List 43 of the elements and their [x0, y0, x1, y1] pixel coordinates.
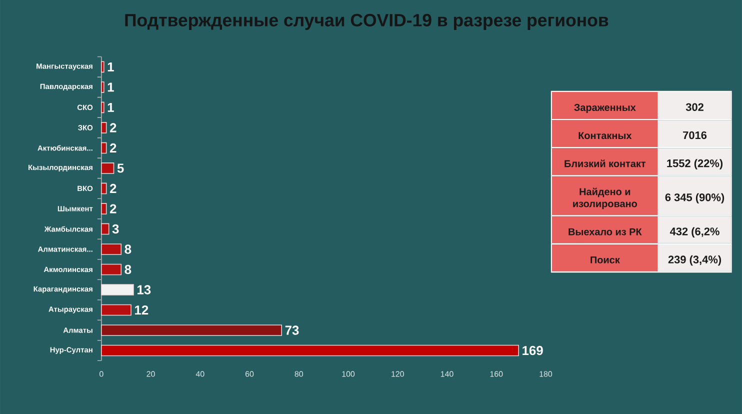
text: 432 (6,2%: [670, 227, 720, 238]
text: Близкий контакт: [564, 159, 646, 167]
data-label: 169: [522, 346, 543, 355]
text: 239 (3,4%): [668, 255, 722, 266]
bar: [101, 344, 519, 356]
text: Зараженных: [574, 104, 636, 113]
chart-title: Подтвержденные случаи COVID-19 в разрезе регионов: [125, 14, 608, 30]
data-label: 5: [117, 163, 124, 172]
text: 1552 (22%): [667, 158, 723, 170]
text: Контакных: [578, 132, 632, 139]
bar: [101, 264, 122, 275]
bar: [101, 324, 282, 336]
data-label: 1: [108, 62, 114, 72]
data-label: 12: [135, 305, 148, 314]
bar: [101, 284, 134, 296]
data-label: 73: [285, 325, 299, 335]
bar: [101, 122, 107, 134]
bar: [101, 182, 107, 194]
data-label: 2: [110, 184, 116, 193]
text: 7016: [683, 131, 707, 139]
data-label: 8: [124, 244, 132, 254]
data-label: 1: [108, 102, 114, 112]
text: Найдено и изолировано: [573, 188, 637, 209]
data-label: 1: [108, 82, 114, 92]
bar: [101, 202, 107, 214]
bar: [101, 102, 104, 113]
text: Поиск: [590, 256, 620, 264]
data-label: 3: [112, 224, 119, 234]
text: Выехало из РК: [568, 228, 642, 236]
data-label: 2: [110, 143, 116, 152]
bar: [101, 243, 122, 255]
data-label: 2: [110, 204, 116, 214]
data-label: 13: [138, 284, 151, 294]
bar: [101, 61, 104, 72]
text: 302: [686, 103, 704, 111]
data-label: 8: [124, 264, 132, 274]
bar: [101, 142, 107, 154]
bar: [101, 162, 114, 174]
data-label: 2: [110, 122, 116, 132]
bar: [101, 81, 104, 93]
bar: [101, 304, 132, 316]
text: 6 345 (90%): [665, 192, 724, 204]
bar: [101, 223, 110, 234]
